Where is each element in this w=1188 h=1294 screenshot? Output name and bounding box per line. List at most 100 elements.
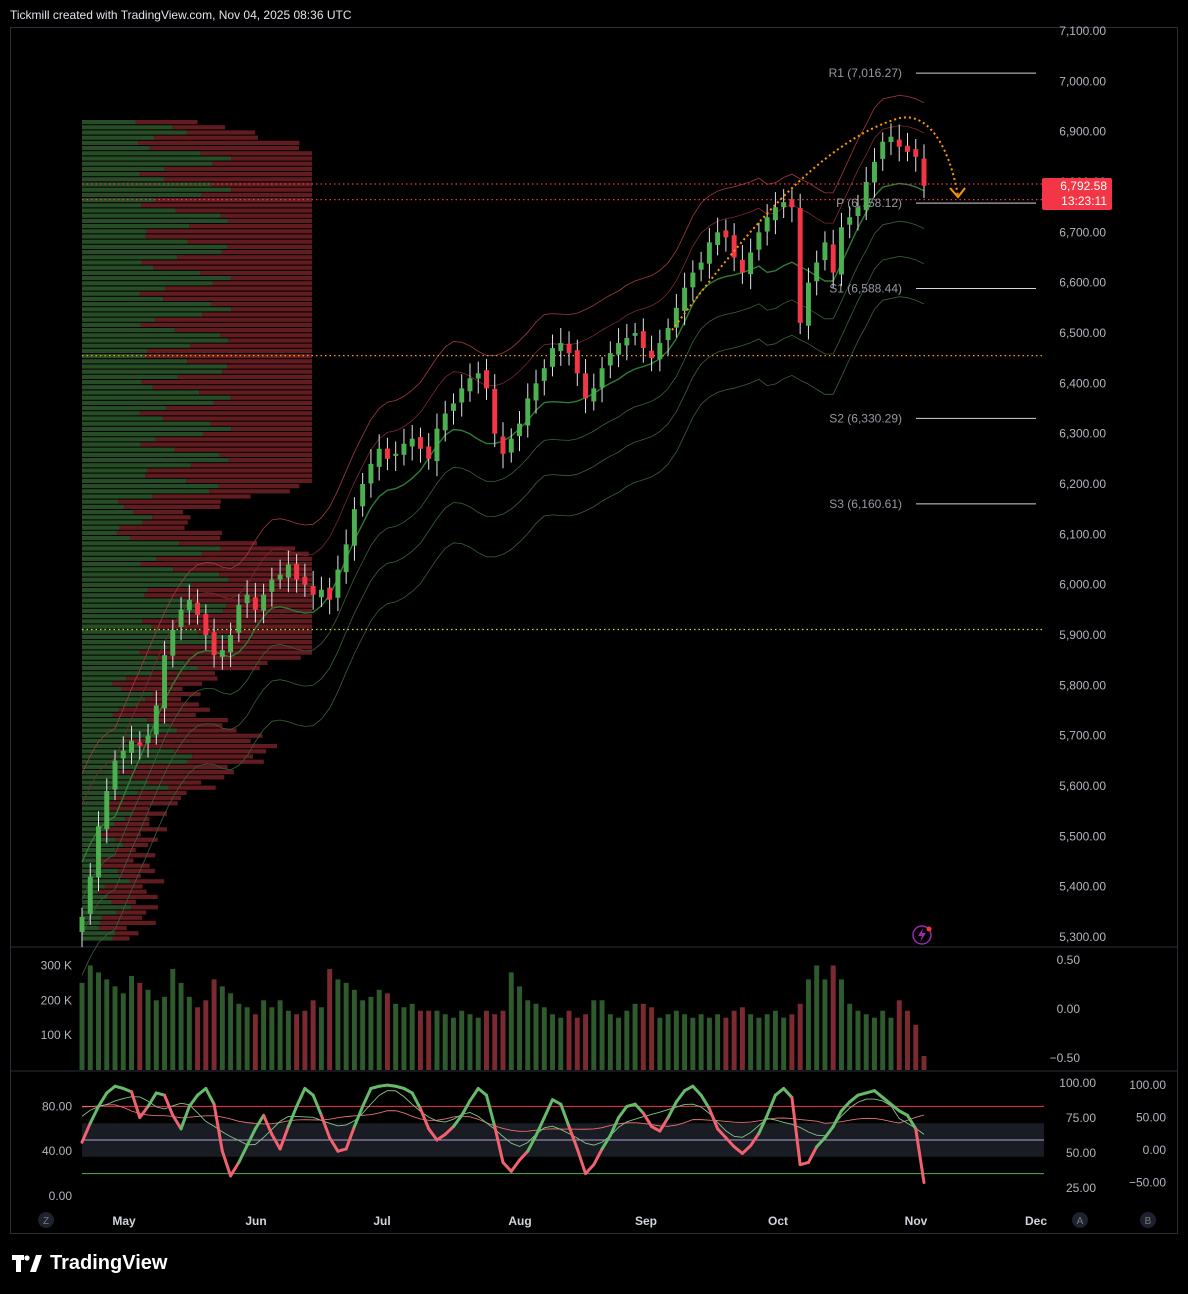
volume-profile-bar [82,666,198,671]
candle-body [492,388,498,434]
scale-b-button[interactable]: B [1145,1216,1152,1227]
volume-profile-bar [155,437,312,442]
volume-profile-bar [82,738,127,743]
volume-bar [277,1000,283,1070]
candle-body [756,232,762,250]
chart-caption: Tickmill created with TradingView.com, N… [10,8,352,22]
candle-body [871,161,877,183]
time-tick-label: Jun [245,1214,266,1228]
oscillator-main-segment [790,1095,802,1167]
candle-body [574,350,580,374]
candle-body [715,232,721,246]
oscillator-main-segment [352,1104,365,1129]
oscillator-main-segment [468,1086,480,1103]
candle-body [327,587,333,600]
volume-bar [871,1017,877,1070]
volume-profile-bar [147,348,312,353]
volume-profile-bar [141,260,312,265]
candle-body [541,368,547,381]
candle-body [294,563,300,580]
candle-body [104,791,110,830]
volume-profile-bar [82,130,187,135]
volume-profile-bar [82,213,221,218]
volume-profile-bar [142,520,188,525]
volume-bar [178,982,184,1070]
oscillator-main-segment [889,1102,901,1113]
volume-profile-bar [119,874,141,879]
volume-profile-bar [82,302,212,307]
candle-body [484,370,489,389]
volume-profile-bar [154,135,258,140]
price-tick-label: 6,200.00 [1059,477,1106,491]
last-price: 6,792.58 [1060,179,1107,193]
volume-bar [195,1007,201,1070]
oscillator-main-segment [658,1116,670,1133]
volume-bar [525,1000,531,1070]
candle-body [649,350,655,359]
time-tick-label: Aug [508,1214,531,1228]
oscillator-main-segment [328,1136,340,1153]
volume-bar [426,1010,432,1070]
oscillator-axis: 80.00 40.00 0.00 100.00 75.00 50.00 25.00 100.0… [42,1076,1166,1203]
volume-profile-bar [177,728,237,733]
oscillator-main-segment [493,1125,505,1164]
volume-profile-bar [82,920,101,925]
volume-profile-bar [136,764,228,769]
oscillator-main-segment [344,1125,356,1151]
volume-profile-bar [82,156,232,161]
pivot-label: S2 (6,330.29) [829,411,902,425]
volume-profile-bar [162,416,312,421]
lightning-icon[interactable] [912,925,932,945]
volume-profile-bar [151,624,312,629]
candle-body [508,438,514,453]
volume-bar [640,1003,646,1070]
volume-profile-bar [191,582,312,587]
oscillator-main-segment [303,1086,315,1097]
volume-profile-bar [169,723,223,728]
forecast-path [671,116,959,331]
volume-profile-bar [82,135,155,140]
oscillator-main-segment [262,1113,274,1136]
volume-tick-label: 300 K [41,958,72,972]
candle-body [616,343,622,355]
volume-profile-bar [82,728,178,733]
volume-profile-bar [82,270,200,275]
volume-profile-bar [82,692,153,697]
volume-profile-bar [166,406,312,411]
volume-profile-bar [82,432,203,437]
candle-body [772,207,778,221]
volume-profile-bar [186,130,256,135]
volume-bar [500,1010,506,1070]
volume-bar [236,1003,242,1070]
volume-profile-bar [82,900,112,905]
candle-body [500,436,506,454]
oscillator-main-segment [187,1093,200,1108]
volume-profile-bar [82,239,188,244]
candle-body [351,509,357,546]
volume-bar [459,1010,465,1070]
price-tick-label: 5,400.00 [1059,880,1106,894]
zoom-button[interactable]: Z [43,1216,49,1227]
volume-profile-bar [82,801,107,806]
oscillator-main-segment [740,1144,753,1155]
volume-bar [285,1010,291,1070]
oscillator-main-segment [105,1084,117,1095]
price-axis: 7,100.007,000.006,900.006,800.006,700.00… [1059,24,1106,944]
volume-bar [550,1014,556,1070]
oscillator-main-segment [526,1134,538,1153]
scale-a-button[interactable]: A [1077,1216,1084,1227]
volume-profile-bar [82,660,185,665]
volume-profile-bar [82,374,178,379]
volume-bar [838,979,844,1070]
volume-profile-bar [82,603,227,608]
volume-profile-bar [168,785,216,790]
volume-bar [748,1014,754,1070]
volume-profile-bar [187,759,264,764]
volume-profile-bar [230,276,312,281]
candle-body [434,428,440,462]
volume-bar [409,1003,415,1070]
volume-profile-bar [114,822,150,827]
candle-body [318,589,324,598]
candle-body [178,609,184,627]
